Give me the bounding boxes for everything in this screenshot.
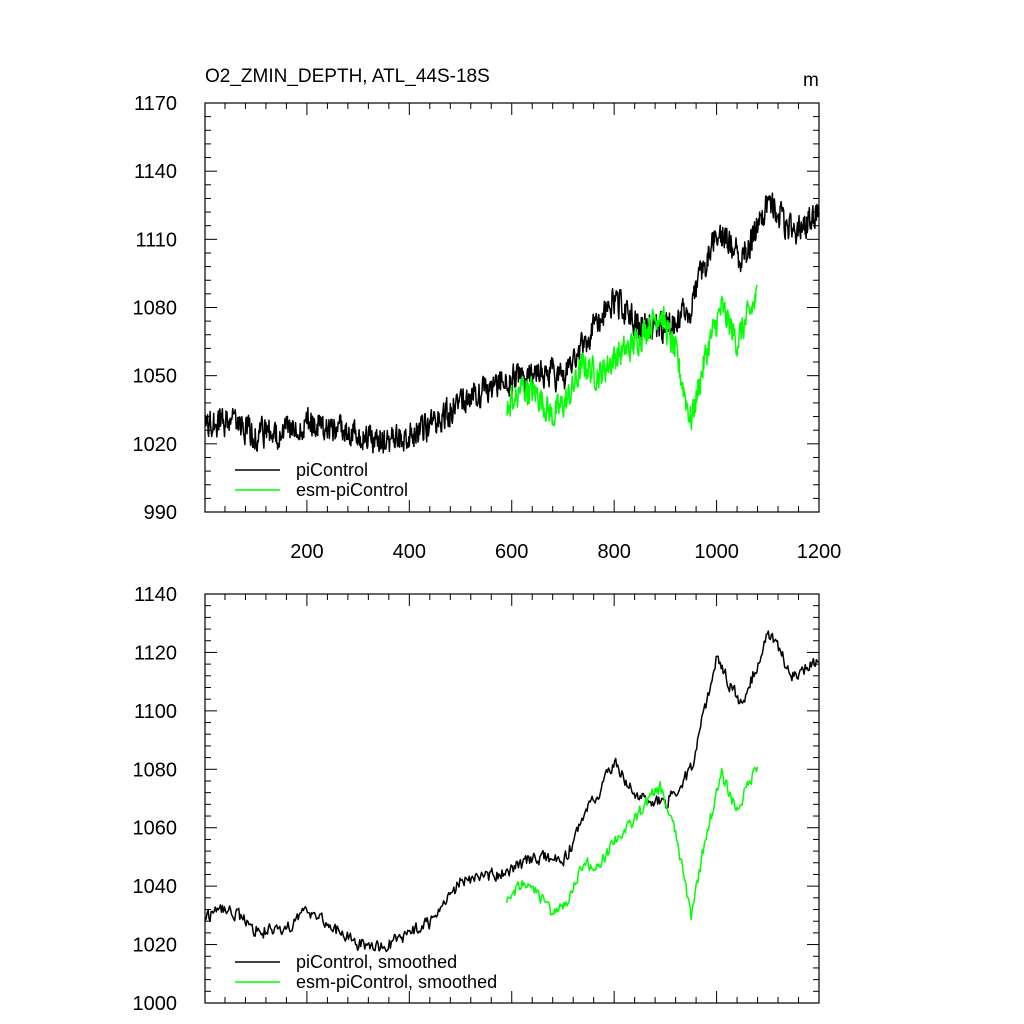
legend-label-picontrol-smoothed: piControl, smoothed [296,952,457,972]
x-tick-label: 800 [597,541,630,563]
legend-top: piControl esm-piControl [235,460,408,500]
ticks-top: 990 1020 1050 1080 1110 1140 1170 200 400 600 800 1… [133,93,842,563]
y-tick-label: 1140 [134,161,177,183]
plot-frame-top [204,102,820,513]
chart-title: O2_ZMIN_DEPTH, ATL_44S-18S [205,66,490,87]
y-tick-label: 1080 [133,298,178,320]
legend-label-picontrol: piControl [296,460,368,480]
y-tick-label: 1000 [133,993,178,1015]
top-panel: O2_ZMIN_DEPTH, ATL_44S-18S m 990 1020 1050… [133,66,842,563]
y-tick-label: 1120 [134,642,177,664]
y-tick-label: 1080 [133,759,178,781]
legend-label-esm-picontrol-smoothed: esm-piControl, smoothed [296,972,497,992]
x-tick-label: 600 [495,541,528,563]
y-tick-label: 990 [144,502,177,524]
series-line-esm-picontrol [505,766,759,921]
y-tick-label: 1140 [134,584,177,606]
series-top [204,192,820,454]
y-tick-label: 1050 [133,366,178,388]
y-tick-label: 1100 [134,701,177,723]
y-tick-label: 1040 [133,876,178,898]
unit-label: m [803,70,819,91]
series-bottom [204,630,819,953]
plot-frame-bottom [204,593,820,1004]
bottom-panel: 1000 1020 1040 1060 1080 1100 1120 1140 piContr… [133,584,820,1015]
y-tick-label: 1020 [133,434,178,456]
series-line-picontrol [204,630,819,953]
y-tick-label: 1020 [133,935,178,957]
ticks-bottom: 1000 1020 1040 1060 1080 1100 1120 1140 [133,584,820,1015]
y-tick-label: 1110 [135,229,177,251]
y-tick-label: 1060 [133,818,178,840]
x-tick-label: 400 [393,541,426,563]
x-tick-label: 1000 [694,541,739,563]
legend-label-esm-picontrol: esm-piControl [296,480,408,500]
series-line-esm-picontrol [506,284,759,431]
y-tick-label: 1170 [134,93,177,115]
legend-bottom: piControl, smoothed esm-piControl, smoot… [235,952,497,992]
x-tick-label: 200 [290,541,323,563]
x-tick-label: 1200 [797,541,842,563]
